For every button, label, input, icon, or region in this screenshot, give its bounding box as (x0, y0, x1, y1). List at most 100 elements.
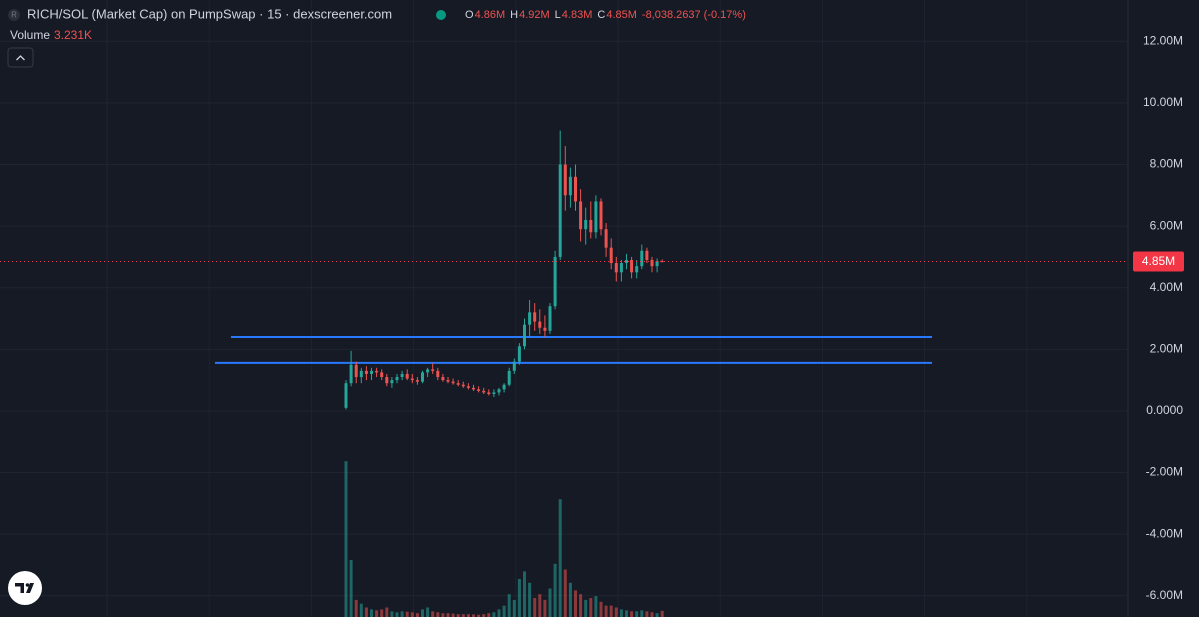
y-tick-label: 0.0000 (1146, 403, 1183, 417)
volume-bar (385, 607, 389, 617)
candle-body (502, 384, 506, 390)
candle-body (517, 346, 521, 362)
volume-bar (426, 607, 430, 617)
volume-bar (507, 594, 511, 617)
collapse-button-frame[interactable] (7, 47, 34, 68)
candle-body (349, 364, 353, 384)
symbol-icon-letter: R (11, 11, 17, 20)
candle-body (660, 261, 664, 263)
volume-bar (415, 613, 419, 617)
volume-bar (410, 612, 414, 617)
candle-body (625, 259, 628, 264)
volume-bar (563, 569, 567, 617)
candle-body (512, 361, 516, 371)
ohlc-value: 4.85M (606, 9, 637, 21)
ohlc-key: L (555, 9, 561, 21)
candle-body (492, 392, 496, 394)
volume-bar (405, 611, 409, 617)
volume-bar (461, 614, 465, 617)
volume-bar (370, 609, 373, 617)
y-tick-label: 12.00M (1143, 33, 1183, 47)
volume-bar (446, 613, 450, 617)
candle-body (584, 219, 588, 230)
volume-bar (395, 612, 399, 617)
candle-body (558, 164, 562, 257)
volume-bar (380, 609, 384, 617)
candle-body (477, 389, 481, 391)
ohlc-key: H (510, 9, 518, 21)
volume-bar (594, 596, 598, 617)
volume-bar (466, 614, 470, 617)
y-tick-label: 2.00M (1150, 341, 1183, 355)
volume-bar (655, 613, 659, 617)
collapse-button[interactable] (7, 47, 34, 68)
candle-body (614, 263, 618, 273)
candle-body (630, 259, 634, 273)
volume-bar (579, 594, 583, 617)
ohlc-value: 4.92M (519, 9, 550, 21)
candle-body (594, 201, 598, 233)
volume-bar (625, 610, 628, 617)
volume-bar (538, 594, 542, 617)
candle-body (604, 229, 608, 248)
candle-body (431, 369, 435, 371)
volume-bar (517, 579, 521, 617)
candle-body (574, 176, 577, 202)
volume-bar (645, 611, 649, 617)
volume-bar (482, 614, 486, 617)
logo-circle[interactable] (8, 571, 42, 605)
volume-bar (502, 605, 506, 617)
volume-bar (344, 461, 348, 617)
volume-bar (390, 611, 394, 617)
candle-body (655, 261, 659, 267)
symbol-icon (8, 9, 20, 21)
volume-bar (441, 613, 445, 617)
ohlc-value: 4.83M (562, 9, 593, 21)
volume-bar (614, 607, 618, 617)
logo-glyph (15, 583, 34, 593)
volume-bar (456, 614, 460, 617)
volume-bar (609, 605, 613, 617)
candle-body (426, 369, 430, 373)
volume-bar (528, 582, 532, 617)
y-tick-label: -2.00M (1146, 465, 1183, 479)
candle-body (441, 377, 445, 381)
candle-body (385, 377, 389, 384)
candle-body (344, 383, 348, 408)
candle-body (543, 327, 547, 331)
ohlc-value: 4.86M (475, 9, 506, 21)
volume-bar (364, 607, 368, 617)
candle-body (568, 176, 572, 196)
y-tick-label: 6.00M (1150, 218, 1183, 232)
plot (0, 130, 1128, 617)
candle-body (528, 312, 532, 325)
candle-body (456, 383, 460, 385)
volume-bar (421, 609, 424, 617)
candle-body (533, 312, 537, 322)
volume-bar (523, 571, 526, 617)
candle-body (375, 370, 379, 373)
chart-title[interactable]: RICH/SOL (Market Cap) on PumpSwap · 15 ·… (27, 6, 392, 21)
volume-bar (553, 563, 557, 617)
candle-body (446, 380, 450, 382)
candle-body (461, 384, 465, 387)
volume-bar (543, 599, 547, 617)
collapse-chevron (16, 55, 25, 61)
candle-body (472, 387, 475, 390)
candle-body (507, 370, 511, 385)
volume-value: 3.231K (54, 28, 92, 42)
volume-bar (472, 614, 475, 617)
candle-body (421, 372, 424, 382)
volume-bar (604, 605, 608, 617)
volume-bar (584, 599, 588, 617)
candle-body (482, 390, 486, 393)
volume-label: Volume (10, 28, 50, 42)
volume-bar (558, 499, 562, 617)
volume-bar (660, 610, 664, 617)
y-tick-label: 10.00M (1143, 95, 1183, 109)
status-dot (436, 10, 446, 20)
tradingview-logo[interactable] (8, 571, 42, 605)
candle-body (359, 370, 363, 378)
candle-body (436, 370, 440, 378)
candle-body (354, 364, 358, 378)
